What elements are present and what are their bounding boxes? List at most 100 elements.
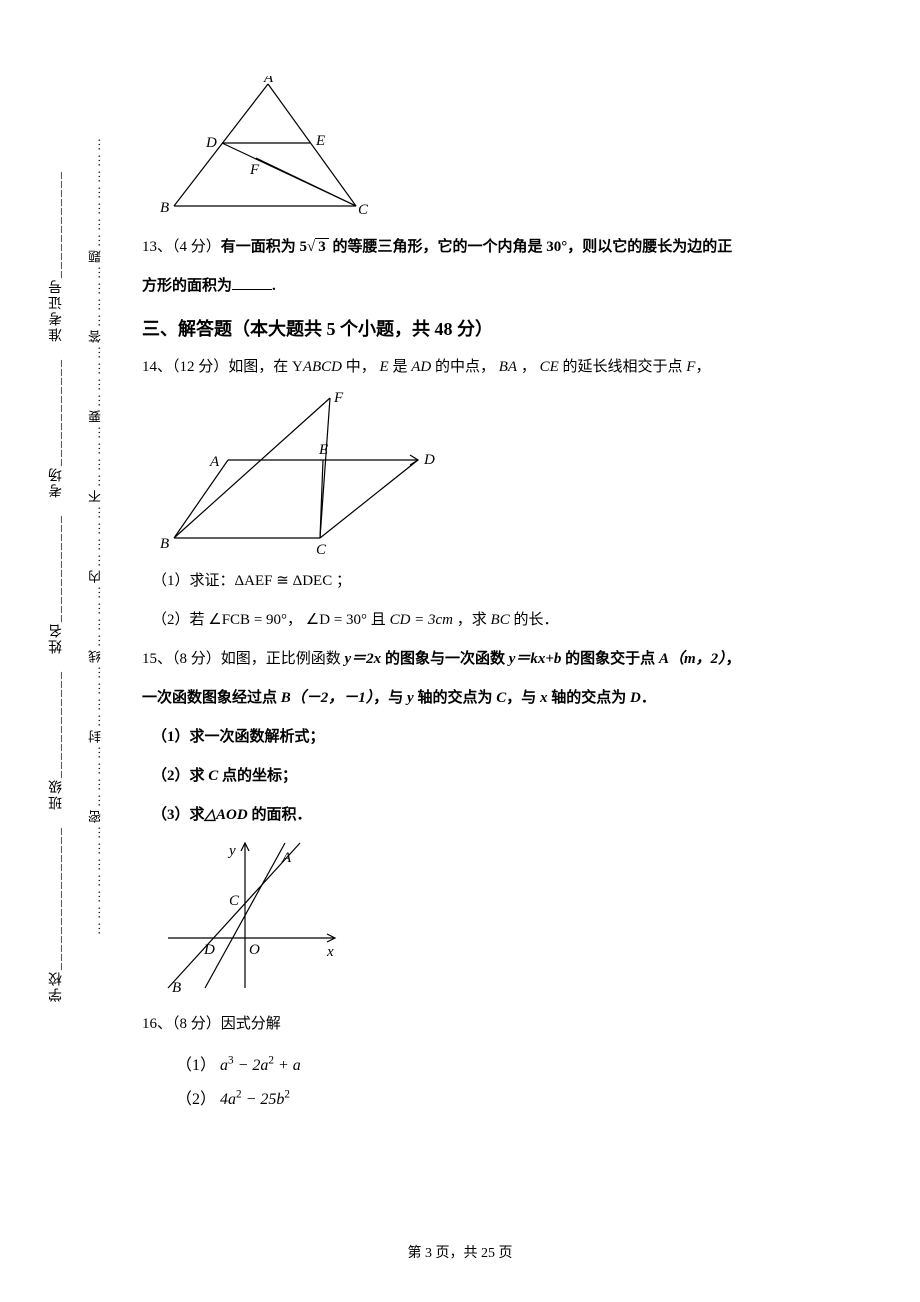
q15-y: y [407, 690, 414, 706]
figure-parallelogram: F A E D B C [160, 390, 832, 555]
svg-text:F: F [333, 390, 344, 406]
triangle-svg: A B C D E F [160, 76, 370, 221]
q15-B: B（－2，－1） [281, 690, 374, 706]
q14-taillen: 的长． [510, 612, 559, 628]
q15-p3-tail: 的面积． [248, 807, 312, 823]
q13-coef: 5 [300, 239, 308, 255]
question-15-line2: 一次函数图象经过点 B（－2，－1），与 y 轴的交点为 C，与 x 轴的交点为… [142, 682, 832, 715]
q15-l2a: 一次函数图象经过点 [142, 690, 281, 706]
q15-l2d: ，与 [506, 690, 540, 706]
q15-eq2: y＝kx+b [509, 651, 562, 667]
q14-CE: CE [540, 359, 559, 375]
svg-text:y: y [227, 843, 236, 859]
q15-p2: （2）求 [152, 768, 208, 784]
q15-l2b: ，与 [373, 690, 407, 706]
q15-p1: （1）求一次函数解析式； [152, 729, 325, 745]
question-15-line1: 15、（8 分）如图，正比例函数 y＝2x 的图象与一次函数 y＝kx+b 的图… [142, 643, 832, 676]
q14-abcd: ABCD [303, 359, 342, 375]
q15-p3-tri: △AOD [205, 807, 248, 823]
q14-tail: 的延长线相交于点 [559, 359, 687, 375]
q14-sep1: ， [287, 612, 306, 628]
q16-part1: （1） a3 − 2a2 + a [176, 1051, 832, 1075]
page: 学校________________ 班级____________ 姓名____… [0, 0, 920, 1302]
q13-text-line2: 方形的面积为 [142, 278, 232, 294]
svg-text:B: B [160, 536, 169, 552]
svg-text:A: A [209, 454, 220, 470]
q15-l1a: 15、（8 分）如图，正比例函数 [142, 651, 345, 667]
svg-text:D: D [203, 942, 215, 958]
parallelogram-svg: F A E D B C [160, 390, 440, 555]
question-13-line2: 方形的面积为. [142, 270, 832, 303]
svg-text:D: D [205, 135, 217, 151]
q13-radicand: 3 [315, 238, 329, 255]
q14-comma: ， [517, 359, 540, 375]
coord-svg: yxOABCD [160, 838, 350, 998]
q14-p2-label: （2）若 [152, 612, 208, 628]
svg-text:B: B [172, 980, 181, 996]
svg-text:F: F [249, 162, 260, 178]
q13-text-before: 有一面积为 [221, 239, 300, 255]
q15-l1d: ， [726, 651, 741, 667]
svg-text:x: x [326, 944, 334, 960]
svg-text:C: C [316, 542, 327, 555]
q15-part1: （1）求一次函数解析式； [142, 721, 832, 754]
content-area: ABCDEF 13、（4 分）有一面积为 5√3 的等腰三角形，它的一个内角是 … [142, 70, 832, 1119]
q16-p2-label: （2） [176, 1091, 216, 1108]
q14-part2: （2）若 ∠FCB = 90°， ∠D = 30° 且 CD = 3cm ，求 … [142, 604, 832, 637]
answer-blank[interactable] [232, 276, 272, 291]
q15-l1b: 的图象与一次函数 [381, 651, 509, 667]
q16-part2: （2） 4a2 − 25b2 [176, 1085, 832, 1109]
q15-eq1: y＝2x [345, 651, 382, 667]
q14-angle-fcb: ∠FCB = 90° [208, 612, 287, 628]
q14-E: E [380, 359, 389, 375]
q14-is: 是 [389, 359, 412, 375]
q14-prefix: 14、（12 分）如图，在 Y [142, 359, 303, 375]
q14-part1: （1）求证：ΔAEF ≅ ΔDEC ； [142, 565, 832, 598]
svg-text:A: A [263, 76, 274, 86]
q15-l1c: 的图象交于点 [561, 651, 659, 667]
q15-l2f: ． [641, 690, 656, 706]
q13-text-mid: 的等腰三角形，它的一个内角是 30°，则以它的腰长为边的正 [329, 239, 733, 255]
q15-C: C [496, 690, 506, 706]
q14-angle-d: ∠D = 30° [306, 612, 367, 628]
q16-p1-label: （1） [176, 1057, 216, 1074]
page-footer: 第 3 页，共 25 页 [0, 1242, 920, 1262]
svg-text:A: A [281, 850, 292, 866]
q14-mid: 的中点， [431, 359, 499, 375]
q15-p2-tail: 点的坐标； [218, 768, 297, 784]
q13-prefix: 13、（4 分） [142, 239, 221, 255]
q14-p1-label: （1）求证： [152, 573, 235, 589]
svg-text:D: D [423, 452, 435, 468]
q14-p1-math: ΔAEF ≅ ΔDEC ； [235, 573, 351, 589]
q16-p1-expr: a3 − 2a2 + a [220, 1057, 301, 1074]
q14-cd: CD = 3cm [390, 612, 453, 628]
q14-and: 且 [367, 612, 390, 628]
svg-text:E: E [318, 442, 328, 458]
q15-D: D [630, 690, 641, 706]
q15-part2: （2）求 C 点的坐标； [142, 760, 832, 793]
q14-AD: AD [411, 359, 431, 375]
question-16-header: 16、（8 分）因式分解 [142, 1008, 832, 1041]
svg-text:C: C [358, 202, 369, 218]
binding-gutter: 学校________________ 班级____________ 姓名____… [30, 0, 110, 1302]
gutter-student-info: 学校________________ 班级____________ 姓名____… [46, 170, 68, 1002]
sqrt-icon: √3 [307, 231, 329, 264]
question-14-header: 14、（12 分）如图，在 YABCD 中， E 是 AD 的中点， BA ， … [142, 351, 832, 384]
svg-text:E: E [315, 133, 325, 149]
q15-l2e: 轴的交点为 [548, 690, 631, 706]
figure-triangle-def: A B C D E F [160, 76, 832, 221]
figure-coord-plane: yxOABCD [160, 838, 832, 998]
svg-text:B: B [160, 200, 169, 216]
q14-after: 中， [342, 359, 380, 375]
q15-p2-c: C [208, 768, 218, 784]
q15-x: x [540, 690, 548, 706]
q15-l2c: 轴的交点为 [414, 690, 497, 706]
section-3-title: 三、解答题（本大题共 5 个小题，共 48 分） [142, 315, 832, 341]
q14-tail2: ， [695, 359, 710, 375]
q15-p3: （3）求 [152, 807, 205, 823]
q14-bc: BC [491, 612, 510, 628]
svg-text:O: O [249, 942, 260, 958]
q13-text-after: . [272, 278, 276, 294]
q14-BA: BA [499, 359, 517, 375]
q15-A: A（m，2） [659, 651, 726, 667]
